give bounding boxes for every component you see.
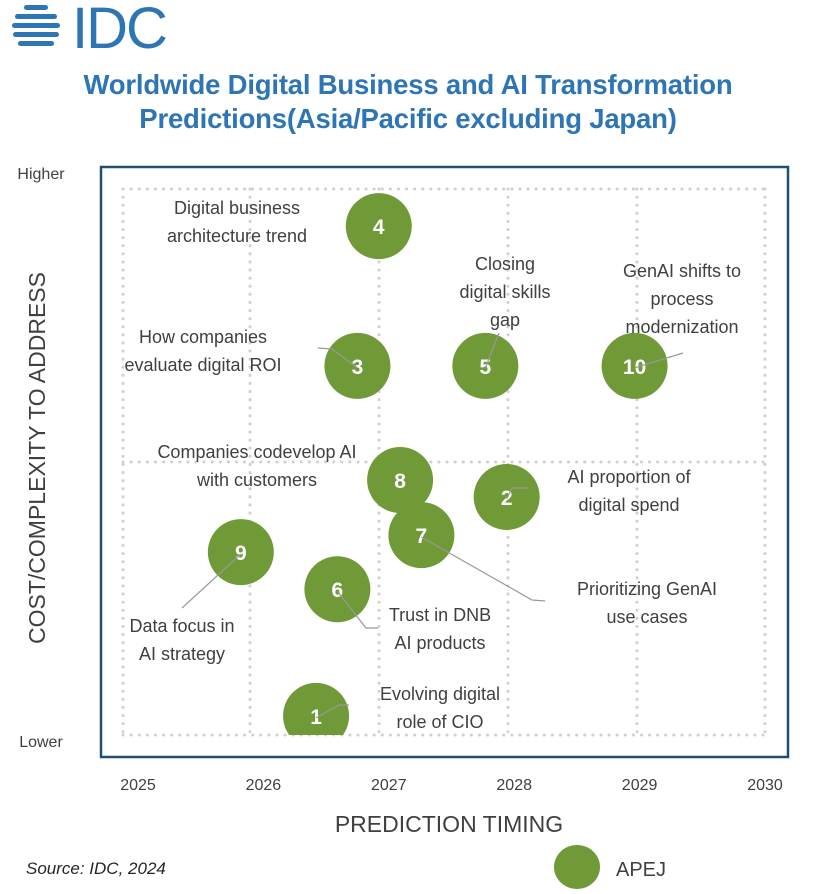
point-label-1: Evolving digital role of CIO — [380, 684, 500, 732]
point-label-10: GenAI shifts to process modernization — [623, 261, 741, 337]
idc-logo: IDC — [12, 0, 168, 56]
point-label-line: modernization — [625, 317, 738, 337]
bubble-3 — [324, 332, 391, 399]
point-label-line: How companies — [139, 327, 267, 347]
chart-title: Worldwide Digital Business and AI Transf… — [0, 68, 816, 136]
x-tick-label: 2026 — [246, 777, 282, 794]
chart-title-line-2: Predictions(Asia/Pacific excluding Japan… — [139, 103, 677, 134]
x-tick-labels: 2025 2026 2027 2028 2029 2030 — [120, 777, 783, 794]
leader-line — [181, 553, 242, 609]
point-label-line: GenAI shifts to — [623, 261, 741, 281]
point-label-line: Data focus in — [129, 616, 234, 636]
bubble-8 — [367, 447, 434, 514]
point-label-4: Digital business architecture trend — [167, 198, 307, 246]
point-label-7: Prioritizing GenAI use cases — [577, 579, 717, 627]
point-label-6: Trust in DNB AI products — [389, 605, 491, 653]
leader-line — [336, 590, 378, 629]
point-label-2: AI proportion of digital spend — [567, 467, 691, 515]
point-label-8: Companies codevelop AI with customers — [157, 442, 356, 490]
point-label-line: role of CIO — [396, 712, 483, 732]
bubble-5 — [452, 332, 519, 399]
bubble-1 — [283, 682, 350, 735]
point-label-line: AI strategy — [139, 644, 225, 664]
point-label-line: Digital business — [174, 198, 300, 218]
leader-line — [506, 487, 527, 500]
legend-marker — [554, 845, 600, 889]
bubble-2 — [473, 463, 540, 530]
plot-frame — [99, 165, 790, 759]
point-label-3: How companies evaluate digital ROI — [124, 327, 281, 375]
y-tick-high: Higher — [17, 166, 65, 183]
bubble-7 — [388, 502, 455, 569]
legend: APEJ — [554, 845, 666, 889]
grid — [121, 187, 767, 737]
leader-line — [484, 332, 500, 369]
leader-line — [421, 536, 546, 602]
point-label-line: Trust in DNB — [389, 605, 491, 625]
point-label-line: AI products — [394, 633, 485, 653]
globe-icon — [12, 5, 60, 46]
chart-title-line-1: Worldwide Digital Business and AI Transf… — [83, 69, 733, 100]
point-label-line: digital spend — [578, 495, 679, 515]
bubble-number: 9 — [235, 542, 247, 565]
bubble-4 — [345, 193, 412, 260]
leader-lines — [181, 332, 684, 719]
point-labels: Evolving digital role of CIO AI proportion… — [124, 198, 741, 732]
point-label-line: architecture trend — [167, 226, 307, 246]
leader-line — [317, 347, 358, 369]
point-label-line: Closing — [475, 254, 535, 274]
point-label-line: Prioritizing GenAI — [577, 579, 717, 599]
x-tick-label: 2030 — [747, 777, 783, 794]
point-label-line: use cases — [606, 607, 687, 627]
leader-line — [315, 704, 349, 719]
source-note: Source: IDC, 2024 — [26, 859, 166, 878]
y-axis-label: COST/COMPLEXITY TO ADDRESS — [24, 272, 50, 644]
point-label-line: evaluate digital ROI — [124, 355, 281, 375]
bubble-number: 4 — [373, 216, 385, 239]
x-tick-label: 2025 — [120, 777, 156, 794]
point-label-line: Evolving digital — [380, 684, 500, 704]
leader-line — [634, 352, 684, 369]
bubble-number: 6 — [332, 579, 344, 602]
x-axis-label: PREDICTION TIMING — [335, 811, 563, 837]
x-tick-label: 2028 — [496, 777, 532, 794]
bubble-number: 8 — [394, 470, 406, 493]
y-tick-low: Lower — [19, 734, 63, 751]
point-label-line: process — [650, 289, 713, 309]
point-label-line: AI proportion of — [567, 467, 691, 487]
point-label-line: digital skills — [459, 282, 550, 302]
logo-text: IDC — [72, 0, 166, 56]
point-label-line: gap — [490, 310, 520, 330]
bubble-10 — [601, 332, 668, 399]
point-label-line: with customers — [196, 470, 317, 490]
bubble-6 — [304, 556, 371, 623]
bubble-number: 7 — [416, 525, 428, 548]
x-tick-label: 2029 — [622, 777, 658, 794]
point-label-5: Closing digital skills gap — [459, 254, 550, 330]
point-label-9: Data focus in AI strategy — [129, 616, 234, 664]
legend-label: APEJ — [616, 859, 666, 881]
x-tick-label: 2027 — [371, 777, 407, 794]
point-label-line: Companies codevelop AI — [157, 442, 356, 462]
